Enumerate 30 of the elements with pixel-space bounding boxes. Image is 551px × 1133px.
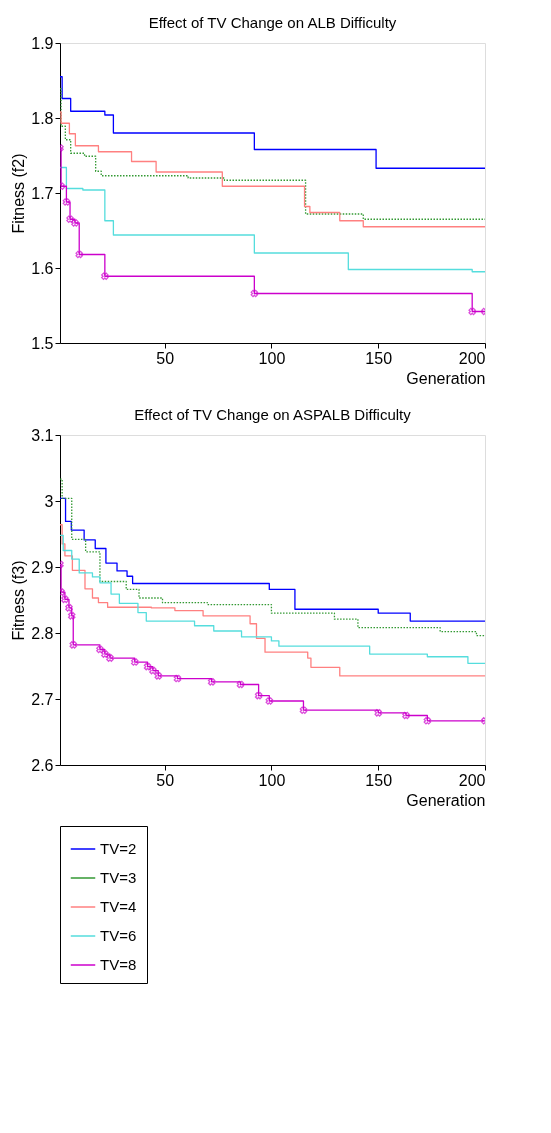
chart-title: Effect of TV Change on ALB Difficulty <box>148 14 397 31</box>
y-tick-label: 1.7 <box>31 184 54 202</box>
y-tick-label: 1.6 <box>31 259 54 277</box>
x-tick-label: 100 <box>258 349 286 367</box>
y-axis-title: Fitness (f3) <box>10 560 28 641</box>
x-axis-title: Generation <box>406 369 486 387</box>
x-tick-label: 150 <box>365 771 393 789</box>
legend-label: TV=4 <box>100 898 137 915</box>
y-tick-label: 1.5 <box>31 334 54 352</box>
legend-label: TV=2 <box>100 840 137 857</box>
legend-label: TV=6 <box>100 927 137 944</box>
y-axis-title: Fitness (f2) <box>10 153 28 234</box>
legend-label: TV=8 <box>100 956 137 973</box>
x-tick-label: 50 <box>156 771 175 789</box>
y-tick-label: 3.1 <box>31 426 54 444</box>
legend-label: TV=3 <box>100 869 137 886</box>
y-tick-label: 2.8 <box>31 624 54 642</box>
y-tick-label: 1.8 <box>31 109 54 127</box>
x-axis-title: Generation <box>406 791 486 809</box>
y-tick-label: 2.7 <box>31 690 54 708</box>
y-tick-label: 2.6 <box>31 756 54 774</box>
x-tick-label: 200 <box>458 349 486 367</box>
x-tick-label: 50 <box>156 349 175 367</box>
chart-title: Effect of TV Change on ASPALB Difficulty <box>134 406 412 423</box>
y-tick-label: 3 <box>44 492 54 510</box>
y-tick-label: 2.9 <box>31 558 54 576</box>
x-tick-label: 150 <box>365 349 393 367</box>
x-tick-label: 200 <box>458 771 486 789</box>
y-tick-label: 1.9 <box>31 34 54 52</box>
x-tick-label: 100 <box>258 771 286 789</box>
